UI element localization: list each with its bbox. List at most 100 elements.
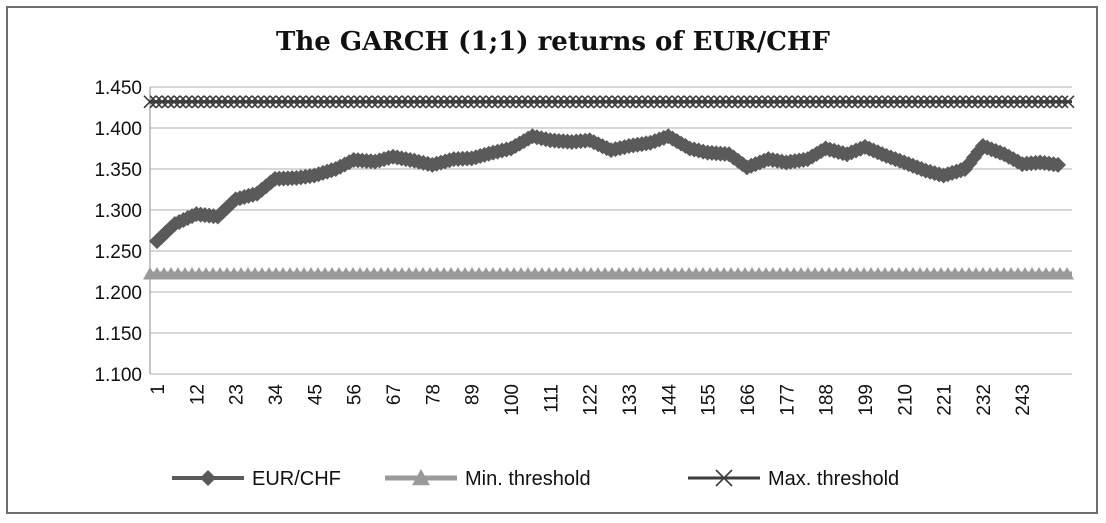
max-threshold-marker (467, 95, 481, 109)
max-threshold-marker (1031, 95, 1045, 109)
max-threshold-marker (707, 95, 721, 109)
series-layer (143, 95, 1075, 280)
chart-frame (6, 6, 1098, 514)
max-threshold-marker (641, 95, 655, 109)
max-threshold-marker (209, 95, 223, 109)
max-threshold-marker (503, 95, 517, 109)
max-threshold-marker (623, 95, 637, 109)
max-threshold-marker (983, 95, 997, 109)
max-threshold-marker (353, 95, 367, 109)
max-threshold-marker (695, 95, 709, 109)
max-threshold-marker (1049, 95, 1063, 109)
max-threshold-marker (1013, 95, 1027, 109)
x-tick-label: 221 (935, 384, 956, 416)
max-threshold-marker (473, 95, 487, 109)
max-threshold-marker (1025, 95, 1039, 109)
max-threshold-marker (767, 95, 781, 109)
max-threshold-marker (797, 95, 811, 109)
max-threshold-marker (179, 95, 193, 109)
max-threshold-marker (713, 95, 727, 109)
max-threshold-marker (815, 95, 829, 109)
max-threshold-marker (905, 95, 919, 109)
max-threshold-marker (455, 95, 469, 109)
max-threshold-marker (1037, 95, 1051, 109)
min-threshold-marker (1060, 266, 1074, 280)
legend-label: Min. threshold (465, 468, 591, 490)
max-threshold-marker (383, 95, 397, 109)
max-threshold-marker (323, 95, 337, 109)
max-threshold-marker (689, 95, 703, 109)
x-tick-label: 210 (895, 384, 916, 416)
legend-label: EUR/CHF (252, 468, 341, 490)
max-threshold-marker (431, 95, 445, 109)
eur-chf-marker (1050, 156, 1066, 173)
max-threshold-marker (443, 95, 457, 109)
max-threshold-marker (911, 95, 925, 109)
max-threshold-marker (821, 95, 835, 109)
legend-label: Max. threshold (768, 468, 899, 490)
max-threshold-marker (941, 95, 955, 109)
max-threshold-marker (377, 95, 391, 109)
max-threshold-marker (1019, 95, 1033, 109)
max-threshold-marker (479, 95, 493, 109)
x-tick-label: 12 (187, 384, 208, 405)
legend: EUR/CHF Min. threshold Max. threshold (172, 468, 899, 490)
max-threshold-marker (311, 95, 325, 109)
max-threshold-marker (359, 95, 373, 109)
max-threshold-marker (347, 95, 361, 109)
max-threshold-marker (305, 95, 319, 109)
max-threshold-marker (551, 95, 565, 109)
max-threshold-marker (731, 95, 745, 109)
max-threshold-marker (329, 95, 343, 109)
series-eur-chf (149, 128, 1066, 250)
max-threshold-marker (881, 95, 895, 109)
max-threshold-marker (677, 95, 691, 109)
x-tick-label: 23 (227, 384, 248, 405)
x-tick-label: 34 (266, 384, 287, 406)
max-threshold-marker (395, 95, 409, 109)
max-threshold-marker (485, 95, 499, 109)
x-tick-label: 155 (699, 384, 720, 416)
max-threshold-marker (1001, 95, 1015, 109)
max-threshold-marker (899, 95, 913, 109)
gridlines (150, 86, 1072, 375)
max-threshold-marker (167, 95, 181, 109)
max-threshold-marker (1055, 95, 1069, 109)
x-tick-label: 45 (305, 384, 326, 405)
max-threshold-marker (515, 95, 529, 109)
max-threshold-marker (299, 95, 313, 109)
max-threshold-marker (923, 95, 937, 109)
max-threshold-marker (935, 95, 949, 109)
max-threshold-marker (785, 95, 799, 109)
max-threshold-marker (989, 95, 1003, 109)
max-threshold-marker (533, 95, 547, 109)
max-threshold-marker (719, 95, 733, 109)
x-tick-label: 122 (581, 384, 602, 416)
max-threshold-marker (575, 95, 589, 109)
max-threshold-marker (581, 95, 595, 109)
series-max-threshold (143, 95, 1075, 109)
max-threshold-marker (965, 95, 979, 109)
max-threshold-marker (251, 95, 265, 109)
x-tick-label: 67 (384, 384, 405, 405)
x-tick-label: 89 (463, 384, 484, 405)
max-threshold-marker (317, 95, 331, 109)
y-tick-label: 1.300 (94, 201, 142, 222)
max-threshold-marker (635, 95, 649, 109)
max-threshold-marker (743, 95, 757, 109)
max-threshold-marker (839, 95, 853, 109)
x-tick-label: 243 (1013, 384, 1034, 416)
legend-item: EUR/CHF (172, 468, 341, 490)
max-threshold-marker (875, 95, 889, 109)
max-threshold-marker (851, 95, 865, 109)
y-tick-label: 1.150 (94, 324, 142, 345)
x-tick-label: 177 (777, 384, 798, 416)
x-tick-label: 1 (148, 384, 169, 395)
max-threshold-marker (857, 95, 871, 109)
max-threshold-marker (605, 95, 619, 109)
max-threshold-marker (665, 95, 679, 109)
max-threshold-marker (863, 95, 877, 109)
max-threshold-marker (659, 95, 673, 109)
max-threshold-marker (971, 95, 985, 109)
